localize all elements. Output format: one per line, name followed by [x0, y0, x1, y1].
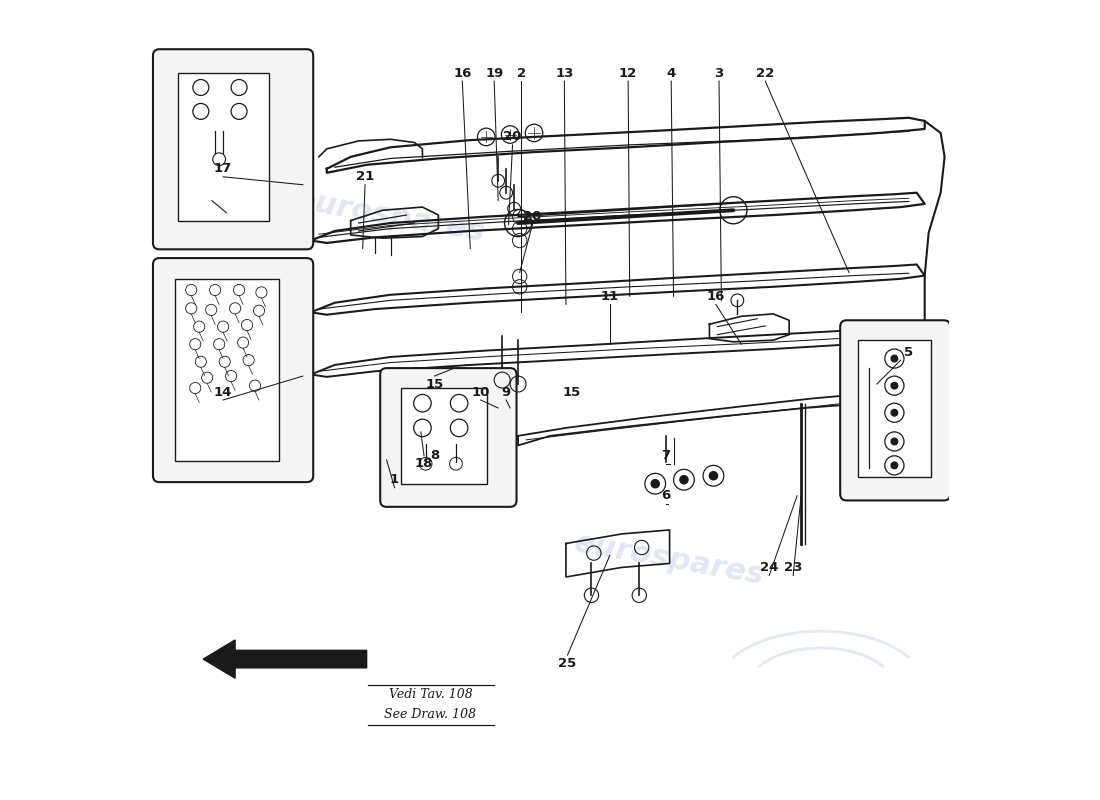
Text: 11: 11 [601, 290, 619, 303]
FancyBboxPatch shape [400, 388, 487, 484]
Circle shape [708, 471, 718, 481]
Circle shape [890, 354, 899, 362]
Text: 8: 8 [430, 450, 439, 462]
Circle shape [890, 462, 899, 470]
Text: 24: 24 [760, 561, 779, 574]
Text: 6: 6 [661, 489, 670, 502]
Text: 15: 15 [562, 386, 581, 398]
Text: 16: 16 [706, 290, 725, 303]
Text: 23: 23 [784, 561, 802, 574]
Circle shape [890, 409, 899, 417]
FancyBboxPatch shape [175, 279, 279, 461]
Text: 15: 15 [426, 378, 443, 390]
Text: 16: 16 [453, 66, 472, 80]
Text: 18: 18 [415, 458, 433, 470]
FancyBboxPatch shape [858, 340, 931, 478]
Text: 22: 22 [756, 66, 774, 80]
Text: eurospares: eurospares [572, 529, 767, 590]
Text: 10: 10 [472, 386, 490, 398]
FancyBboxPatch shape [178, 73, 270, 221]
FancyBboxPatch shape [153, 258, 314, 482]
FancyArrow shape [204, 640, 366, 678]
Text: 13: 13 [556, 66, 573, 80]
FancyBboxPatch shape [381, 368, 517, 507]
Text: 3: 3 [714, 66, 724, 80]
Text: 14: 14 [214, 386, 232, 398]
Text: 4: 4 [667, 66, 675, 80]
Circle shape [890, 438, 899, 446]
Text: 7: 7 [661, 450, 670, 462]
Text: 20: 20 [524, 210, 541, 223]
Circle shape [650, 479, 660, 489]
Text: 9: 9 [502, 386, 510, 398]
Text: 17: 17 [214, 162, 232, 175]
Text: See Draw. 108: See Draw. 108 [384, 709, 476, 722]
Text: 21: 21 [356, 170, 374, 183]
Text: Vedi Tav. 108: Vedi Tav. 108 [388, 689, 472, 702]
Circle shape [679, 475, 689, 485]
Text: 2: 2 [517, 66, 526, 80]
Text: 12: 12 [619, 66, 637, 80]
FancyBboxPatch shape [153, 50, 314, 250]
FancyBboxPatch shape [840, 320, 950, 501]
Text: 20: 20 [504, 130, 521, 143]
Text: 1: 1 [390, 474, 399, 486]
Text: 25: 25 [559, 657, 576, 670]
Text: 5: 5 [904, 346, 913, 358]
Text: eurospares: eurospares [293, 186, 488, 248]
Circle shape [890, 382, 899, 390]
Text: 19: 19 [485, 66, 504, 80]
